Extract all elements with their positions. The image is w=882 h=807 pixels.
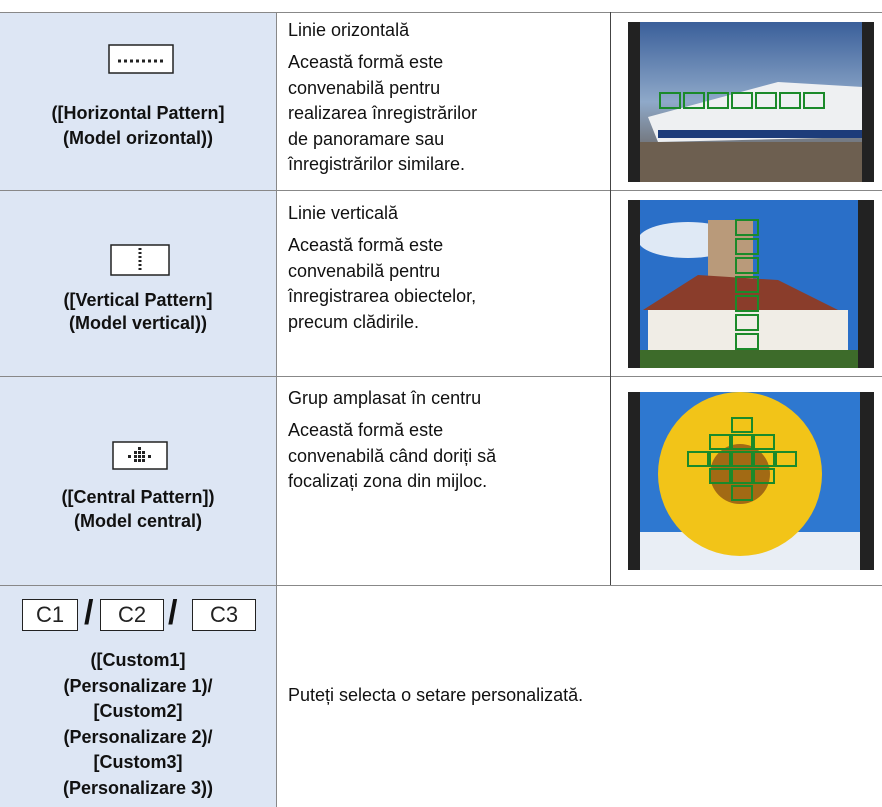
row-description: înregistrarea obiectelor, — [288, 286, 477, 306]
row-label: (Model vertical)) — [68, 313, 208, 333]
row-description: Această formă este — [288, 52, 444, 72]
row-description: de panoramare sau — [288, 128, 445, 149]
row-label: [Custom2] — [93, 701, 183, 721]
row-label: ([Central Pattern]) — [61, 487, 215, 507]
row-label: (Personalizare 3)) — [62, 777, 214, 798]
vertical-icon — [110, 244, 170, 276]
sunflower-photo — [628, 392, 874, 570]
column-border — [276, 12, 277, 807]
row-title: Linie verticală — [288, 203, 399, 223]
row-border — [0, 376, 882, 377]
left-column — [0, 12, 276, 807]
row-description: Puteți selecta o setare personalizată. — [288, 685, 584, 705]
row-title: Linie orizontală — [288, 20, 410, 40]
row-description: convenabilă când doriți să — [288, 445, 497, 466]
row-border — [0, 585, 882, 586]
row-description: Această formă este — [288, 235, 444, 255]
central-icon — [112, 441, 168, 470]
row-title: Grup amplasat în centru — [288, 388, 482, 408]
row-border — [0, 190, 882, 191]
train-photo — [628, 22, 874, 182]
custom-icon: C1 — [22, 599, 78, 631]
row-label: (Model central) — [73, 511, 202, 531]
row-label: ([Custom1] — [90, 650, 186, 670]
custom-icon: C2 — [100, 599, 164, 631]
row-label: (Model orizontal)) — [63, 128, 213, 148]
row-description: precum clădirile. — [288, 311, 420, 332]
row-description: Această formă este — [288, 420, 444, 440]
column-border — [610, 12, 611, 585]
horizontal-icon — [108, 44, 174, 74]
row-description: convenabilă pentru — [288, 77, 441, 98]
separator: / — [84, 594, 94, 632]
table-top-border — [0, 12, 882, 13]
row-label: [Custom3] — [93, 752, 183, 772]
row-label: ([Vertical Pattern] — [63, 290, 213, 310]
row-description: realizarea înregistrărilor — [288, 103, 478, 123]
separator: / — [168, 594, 178, 632]
row-description: înregistrărilor similare. — [288, 154, 466, 174]
row-label: (Personalizare 1)/ — [63, 675, 213, 696]
building-photo — [628, 200, 874, 368]
custom-icon: C3 — [192, 599, 256, 631]
row-description: focalizați zona din mijloc. — [288, 471, 488, 491]
row-label: ([Horizontal Pattern] — [51, 103, 225, 123]
row-label: (Personalizare 2)/ — [63, 726, 213, 747]
row-description: convenabilă pentru — [288, 260, 441, 281]
